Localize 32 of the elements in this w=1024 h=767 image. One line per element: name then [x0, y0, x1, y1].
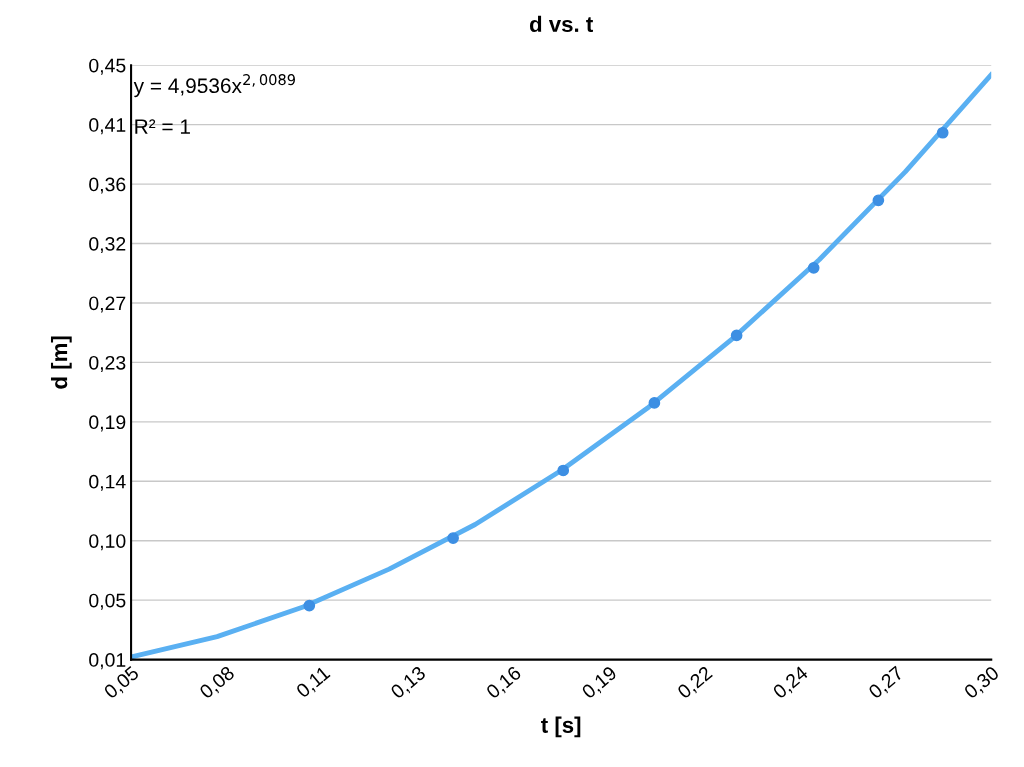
annotation: y = 4,9536x$^{2,0089}$ [133, 74, 295, 98]
point [872, 194, 885, 207]
point [557, 464, 570, 477]
annotation: R² = 1 [135, 119, 190, 134]
y-tick-label: 0,23 [89, 355, 126, 372]
point [936, 126, 949, 139]
point [447, 532, 459, 544]
x-tick-label: 0,16 [485, 665, 524, 702]
y-tick-label: 0,36 [89, 177, 126, 194]
y-tick-label: 0,05 [89, 593, 126, 610]
y-axis-title: d [m] [50, 336, 72, 389]
x-tick-label: 0,24 [771, 665, 811, 702]
y-tick-label: 0,45 [89, 58, 126, 75]
x-axis-title: t [s] [541, 716, 581, 738]
y-tick-label: 0,32 [89, 236, 126, 254]
chart-title: d vs. t [529, 15, 593, 33]
x-tick-label: 0,27 [867, 665, 906, 702]
x-tick-label: 0,11 [295, 665, 333, 701]
y-tick-label: 0,27 [89, 296, 126, 313]
point [730, 329, 743, 342]
y-tick-label: 0,41 [89, 118, 126, 135]
point [303, 599, 316, 612]
y-tick-label: 0,19 [89, 415, 126, 432]
x-tick-label: 0,30 [963, 665, 1002, 702]
x-tick-label: 0,22 [676, 665, 715, 702]
y-tick-label: 0,10 [89, 534, 126, 551]
x-tick-label: 0,19 [580, 665, 619, 702]
y-tick-label: 0,14 [89, 474, 126, 491]
x-tick-label: 0,13 [389, 665, 428, 702]
x-tick-label: 0,08 [198, 665, 237, 702]
point [807, 261, 820, 274]
point [648, 397, 661, 409]
